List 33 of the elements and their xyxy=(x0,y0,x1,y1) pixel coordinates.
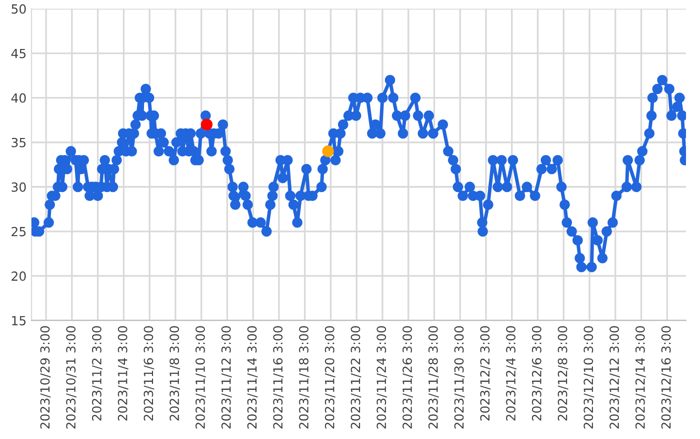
x-tick-label: 2023/12/10 3:00 xyxy=(584,326,594,429)
x-tick-label: 2023/11/2 3:00 xyxy=(92,326,102,421)
x-tick-label: 2023/11/24 3:00 xyxy=(376,326,388,429)
x-tick-label: 2023/11/28 3:00 xyxy=(428,326,439,429)
x-tick-label: 2023/10/29 3:00 xyxy=(40,326,51,429)
x-tick-label: 2023/12/8 3:00 xyxy=(558,326,568,421)
y-tick-label: 20 xyxy=(12,271,26,281)
x-tick-label: 2023/11/4 3:00 xyxy=(118,326,128,421)
y-tick-label: 35 xyxy=(12,138,26,148)
x-tick-label: 2023/12/2 3:00 xyxy=(480,326,491,421)
x-tick-label: 2023/11/22 3:00 xyxy=(350,326,362,429)
y-tick-label: 45 xyxy=(11,48,26,58)
x-tick-label: 2023/11/26 3:00 xyxy=(402,326,413,429)
x-tick-label: 2023/12/12 3:00 xyxy=(610,326,620,429)
x-tick-label: 2023/11/20 3:00 xyxy=(324,326,336,429)
x-tick-label: 2023/12/4 3:00 xyxy=(506,326,516,421)
x-tick-label: 2023/11/10 3:00 xyxy=(195,326,206,429)
x-tick-label: 2023/11/6 3:00 xyxy=(144,326,154,421)
x-tick-label: 2023/11/8 3:00 xyxy=(170,326,180,421)
x-tick-label: 2023/11/16 3:00 xyxy=(273,326,284,429)
x-tick-label: 2023/11/14 3:00 xyxy=(247,326,258,429)
x-tick-label: 2023/11/18 3:00 xyxy=(299,326,310,429)
y-tick-label: 40 xyxy=(11,93,26,103)
y-tick-label: 30 xyxy=(12,182,26,192)
x-tick-label: 2023/11/12 3:00 xyxy=(221,326,232,429)
x-tick-label: 2023/12/16 3:00 xyxy=(661,326,672,429)
y-tick-label: 15 xyxy=(12,316,26,326)
y-tick-label: 50 xyxy=(12,4,26,14)
x-tick-label: 2023/12/14 3:00 xyxy=(635,326,646,429)
y-tick-label: 25 xyxy=(12,226,26,236)
x-tick-label: 2023/10/31 3:00 xyxy=(66,326,77,429)
x-tick-label: 2023/12/6 3:00 xyxy=(532,326,542,421)
x-tick-label: 2023/11/30 3:00 xyxy=(454,326,465,429)
